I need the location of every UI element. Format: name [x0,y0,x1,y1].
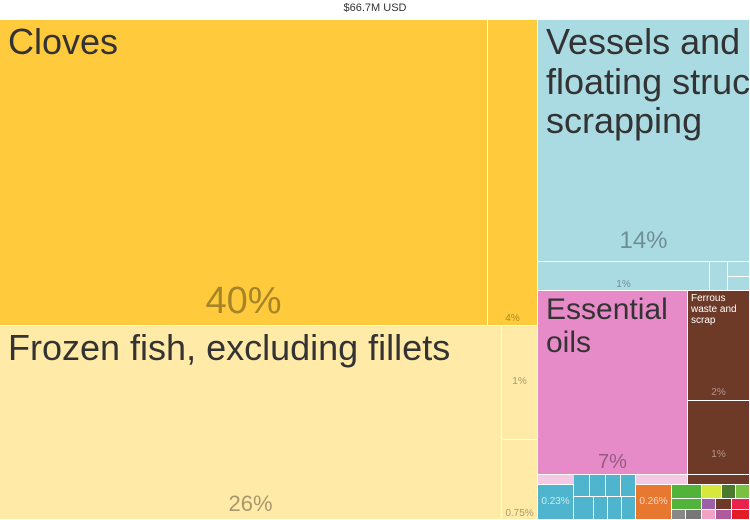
small-tile[interactable] [606,475,621,497]
small-tile[interactable] [710,262,728,291]
small-tile[interactable] [686,510,702,520]
tile-frozen-fish-excluding-fillets[interactable]: Frozen fish, excluding fillets 26% [0,326,502,520]
tile-4[interactable]: 1% [502,326,538,440]
tile-percentage: 1% [512,376,527,387]
tile-ferrous-waste-and-scrap[interactable]: Ferrous waste and scrap 2% [688,291,750,401]
small-tile[interactable] [728,277,750,291]
small-tile[interactable] [672,499,702,510]
tile-percentage: 26% [228,491,273,516]
small-tile[interactable] [590,475,606,497]
tile-percentage: 7% [598,451,627,473]
chart-total-title: $66.7M USD [343,2,407,14]
tile-percentage: 0.23% [541,496,570,507]
small-tile[interactable] [728,262,750,277]
tile-percentage: 4% [505,313,520,324]
tile-percentage: 2% [711,387,726,398]
small-tile[interactable] [621,475,636,497]
treemap: Cloves 40% 4% Frozen fish, excluding fillet… [0,20,750,520]
tile-label: Frozen fish, excluding fillets [8,327,451,368]
tile-percentage: 40% [205,280,282,322]
tile-vessels-and-other-floating-structures-for-scrapping[interactable]: Vessels and other floating structures fo… [538,20,750,262]
tile-5[interactable]: 0.75% [502,440,538,520]
tile-percentage: 0.75% [505,508,534,519]
small-tile[interactable] [702,510,716,520]
small-tile[interactable] [622,497,636,520]
tile-percentage: 0.26% [639,496,668,507]
small-tile[interactable] [702,499,716,510]
small-tile[interactable] [732,510,750,520]
small-tile[interactable] [594,497,608,520]
small-tile[interactable] [732,499,750,510]
small-tile[interactable] [672,510,686,520]
small-tile[interactable] [716,510,732,520]
small-tile[interactable] [574,475,590,497]
small-tile[interactable] [722,485,736,499]
tile-label: Essential oils [546,293,668,359]
tile-2[interactable]: 4% [488,20,538,326]
tile-label: Ferrous waste and scrap [691,293,737,326]
tile-10[interactable]: 1% [688,401,750,475]
tile-percentage: 1% [616,279,631,290]
small-tile[interactable] [716,499,732,510]
tile-label: Cloves [8,21,119,62]
small-tile[interactable] [608,497,622,520]
small-tile[interactable] [688,475,750,485]
tile-label: Vessels and other floating structures fo… [546,21,750,142]
tile-essential-oils[interactable]: Essential oils 7% [538,291,688,475]
tile-7[interactable]: 1% [538,262,710,291]
tile-cloves[interactable]: Cloves 40% [0,20,488,326]
tile-percentage: 1% [711,449,726,460]
small-tile[interactable] [736,485,750,499]
small-tile[interactable] [702,485,722,499]
small-tile[interactable] [672,485,702,499]
small-tile[interactable] [574,497,594,520]
tile-percentage: 14% [619,227,668,254]
